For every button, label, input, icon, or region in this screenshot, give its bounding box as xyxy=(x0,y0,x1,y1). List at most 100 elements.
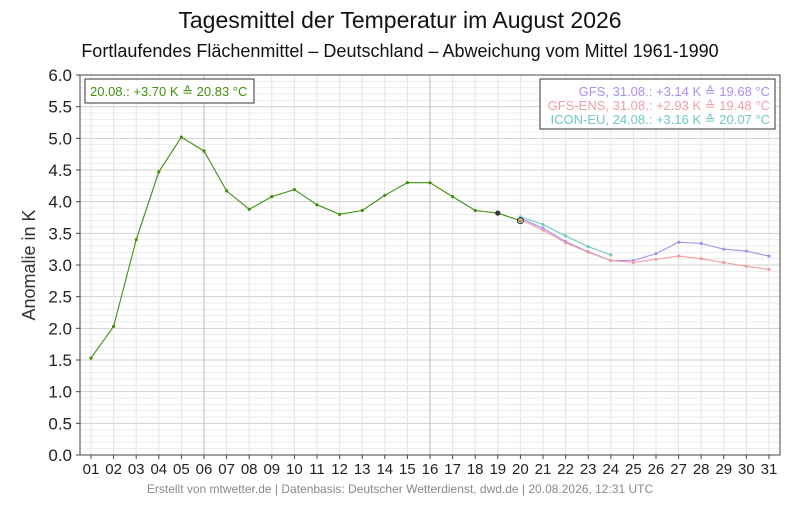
data-point-observed xyxy=(89,356,93,360)
y-tick-label: 3.5 xyxy=(48,224,72,243)
y-tick-label: 4.0 xyxy=(48,193,72,212)
x-tick-label: 05 xyxy=(173,461,190,478)
marker-filled xyxy=(495,210,501,216)
y-axis-label: Anomalie in K xyxy=(19,209,39,320)
x-tick-label: 22 xyxy=(557,461,574,478)
x-tick-label: 31 xyxy=(761,461,778,478)
data-point-gfs_ens xyxy=(654,257,658,261)
data-point-observed xyxy=(270,195,274,199)
data-point-observed xyxy=(451,195,455,199)
data-point-observed xyxy=(225,189,229,193)
series-line-observed xyxy=(90,136,521,359)
data-point-gfs_ens xyxy=(518,217,523,221)
data-point-observed xyxy=(338,212,342,216)
x-tick-label: 24 xyxy=(602,461,619,478)
data-point-observed xyxy=(112,324,116,329)
data-point-icon_eu xyxy=(541,222,545,227)
data-point-observed xyxy=(247,207,251,211)
data-point-icon_eu xyxy=(586,245,590,249)
legend-entry-icon-eu: ICON-EU, 24.08.: +3.16 K ≙ 20.07 °C xyxy=(550,112,770,127)
x-tick-label: 20 xyxy=(512,461,529,478)
x-tick-label: 06 xyxy=(196,461,213,478)
x-tick-label: 29 xyxy=(715,461,732,478)
y-tick-label: 5.0 xyxy=(48,129,72,148)
marker-open xyxy=(516,217,524,225)
y-tick-label: 4.5 xyxy=(48,161,72,180)
grid xyxy=(80,74,780,456)
data-point-observed xyxy=(179,135,183,139)
y-tick-label: 0.0 xyxy=(48,446,72,465)
data-point-observed xyxy=(383,193,387,197)
data-point-gfs xyxy=(722,247,726,251)
data-point-icon_eu xyxy=(609,253,613,257)
y-tick-label: 0.5 xyxy=(48,414,72,433)
data-point-gfs xyxy=(767,254,771,258)
data-point-observed xyxy=(473,208,477,213)
x-tick-label: 03 xyxy=(128,461,145,478)
x-tick-label: 25 xyxy=(625,461,642,478)
data-point-observed xyxy=(405,181,409,185)
y-tick-label: 5.5 xyxy=(48,98,72,117)
data-point-gfs_ens xyxy=(722,260,726,265)
x-tick-label: 27 xyxy=(670,461,687,478)
x-tick-label: 18 xyxy=(467,461,484,478)
legend-entry-gfs: GFS, 31.08.: +3.14 K ≙ 19.68 °C xyxy=(579,84,770,99)
data-point-gfs_ens xyxy=(609,258,613,263)
data-point-gfs xyxy=(744,249,749,253)
x-tick-label: 13 xyxy=(354,461,371,478)
data-point-observed xyxy=(134,238,138,242)
data-point-gfs xyxy=(699,241,703,246)
x-tick-label: 16 xyxy=(422,461,439,478)
data-point-gfs xyxy=(677,240,681,244)
y-tick-label: 3.0 xyxy=(48,256,72,275)
legend-left-box xyxy=(84,78,255,104)
y-tick-label: 1.5 xyxy=(48,351,72,370)
point-markers xyxy=(495,210,524,225)
x-tick-label: 04 xyxy=(150,461,167,478)
legend-right-box xyxy=(539,78,776,130)
x-tick-label: 28 xyxy=(693,461,710,478)
data-point-gfs xyxy=(654,252,658,256)
legend-left-text: 20.08.: +3.70 K ≙ 20.83 °C xyxy=(90,84,247,99)
x-tick-label: 11 xyxy=(309,461,325,478)
series-line-gfs_ens xyxy=(520,218,770,270)
data-point-gfs_ens xyxy=(744,264,749,268)
x-tick-label: 02 xyxy=(105,461,122,478)
y-tick-label: 6.0 xyxy=(48,66,72,85)
x-tick-label: 23 xyxy=(580,461,597,478)
data-point-observed xyxy=(202,149,206,153)
data-point-gfs_ens xyxy=(541,228,545,232)
data-point-gfs_ens xyxy=(631,260,636,265)
x-tick-label: 12 xyxy=(331,461,348,478)
data-point-gfs_ens xyxy=(767,267,771,272)
series-line-gfs xyxy=(520,217,770,262)
legend-right: GFS, 31.08.: +3.14 K ≙ 19.68 °C GFS-ENS,… xyxy=(539,78,776,130)
legend-left: 20.08.: +3.70 K ≙ 20.83 °C xyxy=(84,78,255,104)
data-point-gfs_ens xyxy=(564,241,568,245)
x-tick-label: 15 xyxy=(399,461,416,478)
data-point-observed xyxy=(315,203,319,207)
footer-credit: Erstellt von mtwetter.de | Datenbasis: D… xyxy=(147,482,654,496)
data-point-observed xyxy=(157,170,161,174)
data-point-observed xyxy=(428,181,432,185)
x-tick-label: 01 xyxy=(83,461,100,478)
data-point-gfs_ens xyxy=(677,254,681,258)
y-tick-label: 2.5 xyxy=(48,288,72,307)
y-tick-label: 2.0 xyxy=(48,319,72,338)
x-tick-label: 14 xyxy=(376,461,393,478)
data-point-observed xyxy=(360,208,364,213)
axes: 0.0 0.5 1.0 1.5 2.0 2.5 3.0 3.5 4.0 4.5 5.0 5.5 6.0 0… xyxy=(48,66,781,478)
x-tick-label: 10 xyxy=(286,461,303,478)
data-point-icon_eu xyxy=(564,234,568,238)
x-tick-label: 09 xyxy=(263,461,280,478)
x-tick-label: 21 xyxy=(535,461,552,478)
x-tick-label: 30 xyxy=(738,461,755,478)
data-point-gfs_ens xyxy=(699,257,703,261)
y-tick-label: 1.0 xyxy=(48,383,72,402)
data-point-gfs_ens xyxy=(586,250,590,254)
chart-title: Tagesmittel der Temperatur im August 202… xyxy=(178,7,621,33)
x-tick-label: 07 xyxy=(218,461,235,478)
x-tick-label: 26 xyxy=(648,461,665,478)
